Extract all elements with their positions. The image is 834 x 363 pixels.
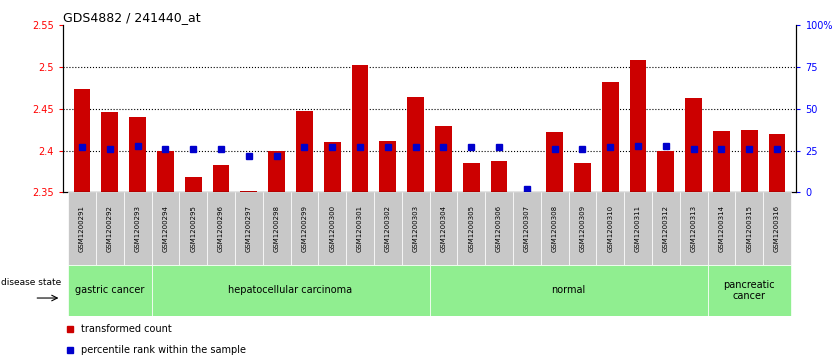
Text: GSM1200307: GSM1200307 bbox=[524, 205, 530, 252]
Text: GSM1200308: GSM1200308 bbox=[551, 205, 558, 252]
Bar bbox=[263, 192, 290, 265]
Text: GSM1200302: GSM1200302 bbox=[384, 205, 391, 252]
Bar bbox=[296, 111, 313, 192]
Bar bbox=[152, 265, 430, 316]
Text: GSM1200294: GSM1200294 bbox=[163, 205, 168, 252]
Bar bbox=[157, 151, 173, 192]
Text: GSM1200300: GSM1200300 bbox=[329, 205, 335, 252]
Text: GSM1200303: GSM1200303 bbox=[413, 205, 419, 252]
Bar bbox=[624, 192, 652, 265]
Bar bbox=[68, 265, 152, 316]
Bar bbox=[68, 192, 96, 265]
Text: GSM1200309: GSM1200309 bbox=[580, 205, 585, 252]
Bar bbox=[513, 192, 540, 265]
Text: GSM1200316: GSM1200316 bbox=[774, 205, 780, 252]
Bar bbox=[213, 165, 229, 192]
Bar bbox=[240, 191, 257, 192]
Bar bbox=[290, 192, 319, 265]
Text: GSM1200299: GSM1200299 bbox=[301, 205, 308, 252]
Bar bbox=[152, 192, 179, 265]
Bar bbox=[680, 192, 707, 265]
Text: GSM1200301: GSM1200301 bbox=[357, 205, 363, 252]
Bar bbox=[457, 192, 485, 265]
Bar bbox=[652, 192, 680, 265]
Text: GSM1200292: GSM1200292 bbox=[107, 205, 113, 252]
Bar bbox=[407, 97, 424, 192]
Bar bbox=[686, 98, 702, 192]
Bar bbox=[96, 192, 123, 265]
Text: GSM1200298: GSM1200298 bbox=[274, 205, 279, 252]
Text: normal: normal bbox=[551, 285, 585, 295]
Bar bbox=[707, 265, 791, 316]
Bar bbox=[374, 192, 402, 265]
Text: disease state: disease state bbox=[1, 278, 62, 287]
Bar bbox=[763, 192, 791, 265]
Text: GSM1200313: GSM1200313 bbox=[691, 205, 696, 252]
Bar bbox=[713, 131, 730, 192]
Bar bbox=[546, 132, 563, 192]
Bar bbox=[741, 130, 757, 192]
Bar bbox=[379, 140, 396, 192]
Bar bbox=[129, 117, 146, 192]
Text: GSM1200293: GSM1200293 bbox=[134, 205, 141, 252]
Bar bbox=[569, 192, 596, 265]
Text: GSM1200305: GSM1200305 bbox=[468, 205, 475, 252]
Bar bbox=[207, 192, 235, 265]
Bar bbox=[324, 142, 340, 192]
Bar bbox=[352, 65, 369, 192]
Text: GSM1200310: GSM1200310 bbox=[607, 205, 613, 252]
Bar bbox=[602, 82, 619, 192]
Text: GSM1200312: GSM1200312 bbox=[663, 205, 669, 252]
Bar bbox=[430, 192, 457, 265]
Text: pancreatic
cancer: pancreatic cancer bbox=[723, 280, 775, 301]
Text: GSM1200314: GSM1200314 bbox=[718, 205, 725, 252]
Bar bbox=[485, 192, 513, 265]
Bar bbox=[490, 161, 507, 192]
Bar bbox=[596, 192, 624, 265]
Bar bbox=[540, 192, 569, 265]
Text: hepatocellular carcinoma: hepatocellular carcinoma bbox=[229, 285, 353, 295]
Bar bbox=[185, 178, 202, 192]
Text: GSM1200297: GSM1200297 bbox=[246, 205, 252, 252]
Bar bbox=[463, 163, 480, 192]
Bar bbox=[769, 134, 786, 192]
Bar bbox=[179, 192, 207, 265]
Bar bbox=[402, 192, 430, 265]
Text: GSM1200311: GSM1200311 bbox=[635, 205, 641, 252]
Bar bbox=[657, 151, 674, 192]
Bar bbox=[435, 126, 452, 192]
Bar bbox=[123, 192, 152, 265]
Text: GSM1200306: GSM1200306 bbox=[496, 205, 502, 252]
Bar bbox=[736, 192, 763, 265]
Text: GSM1200291: GSM1200291 bbox=[79, 205, 85, 252]
Bar bbox=[574, 163, 590, 192]
Bar bbox=[269, 151, 285, 192]
Text: percentile rank within the sample: percentile rank within the sample bbox=[81, 345, 246, 355]
Text: GSM1200304: GSM1200304 bbox=[440, 205, 446, 252]
Bar bbox=[430, 265, 707, 316]
Text: transformed count: transformed count bbox=[81, 324, 172, 334]
Text: GDS4882 / 241440_at: GDS4882 / 241440_at bbox=[63, 11, 200, 24]
Text: GSM1200315: GSM1200315 bbox=[746, 205, 752, 252]
Bar bbox=[235, 192, 263, 265]
Bar bbox=[630, 61, 646, 192]
Text: GSM1200296: GSM1200296 bbox=[218, 205, 224, 252]
Bar bbox=[102, 112, 118, 192]
Text: GSM1200295: GSM1200295 bbox=[190, 205, 196, 252]
Bar bbox=[346, 192, 374, 265]
Text: gastric cancer: gastric cancer bbox=[75, 285, 144, 295]
Bar bbox=[319, 192, 346, 265]
Bar bbox=[707, 192, 736, 265]
Bar bbox=[73, 89, 90, 192]
